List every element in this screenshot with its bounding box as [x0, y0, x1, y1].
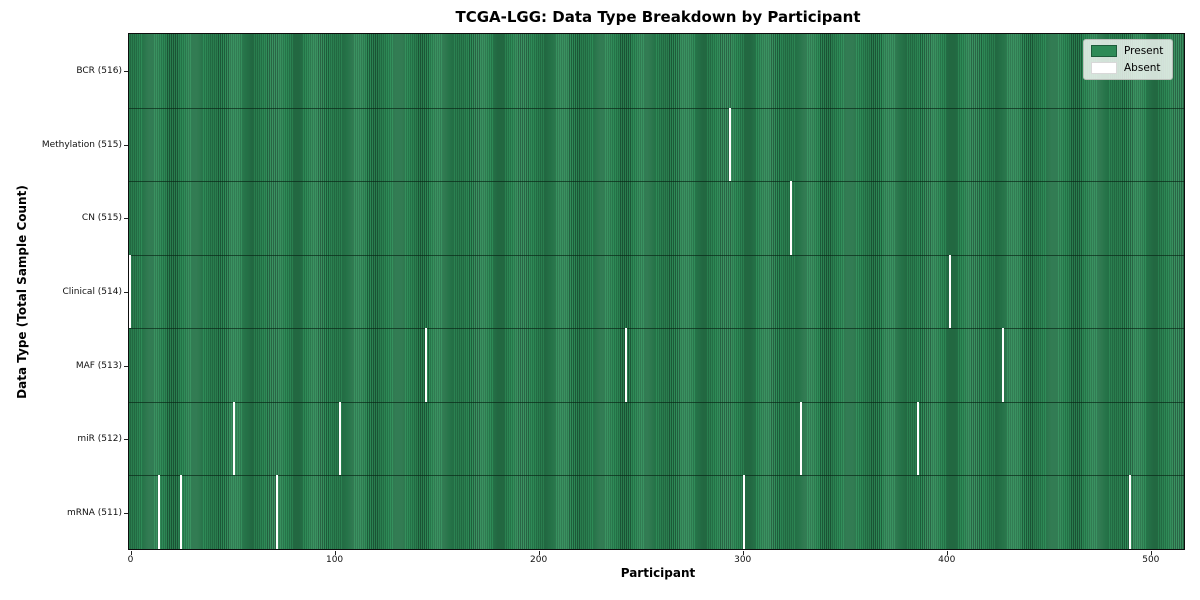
y-tick-label-miR: miR (512) [77, 434, 122, 445]
absent-marker-mRNA-25 [180, 475, 183, 550]
absent-marker-mRNA-14 [157, 475, 160, 550]
heatmap-row-MAF [129, 328, 1184, 402]
plot-area [128, 33, 1185, 550]
x-tick-label-500: 500 [1142, 555, 1160, 565]
absent-marker-mRNA-72 [275, 475, 278, 550]
x-tick-mark [1150, 551, 1152, 555]
legend-item-present: Present [1091, 45, 1163, 57]
absent-marker-MAF-145 [424, 328, 427, 402]
x-tick-mark [946, 551, 948, 555]
absent-marker-MAF-243 [624, 328, 627, 402]
absent-marker-MAF-428 [1002, 328, 1005, 402]
y-tick-mark [124, 512, 128, 514]
heatmap-row-Clinical [129, 254, 1184, 329]
absent-marker-mRNA-490 [1128, 475, 1131, 550]
absent-marker-Clinical-0 [129, 254, 132, 329]
y-tick-label-CN: CN (515) [81, 213, 122, 224]
x-tick-mark [334, 551, 336, 555]
legend-item-absent: Absent [1091, 62, 1163, 74]
x-tick-label-200: 200 [530, 555, 548, 565]
y-tick-label-mRNA: mRNA (511) [67, 507, 122, 518]
y-tick-mark [124, 292, 128, 293]
y-tick-mark [124, 365, 128, 367]
x-tick-mark [538, 551, 540, 555]
chart-title: TCGA-LGG: Data Type Breakdown by Partici… [455, 8, 861, 26]
absent-marker-Clinical-402 [949, 254, 952, 329]
legend-label-absent: Absent [1124, 62, 1161, 74]
absent-marker-CN-324 [790, 181, 793, 255]
y-tick-mark [124, 71, 128, 73]
y-tick-label-BCR: BCR (516) [76, 66, 122, 77]
heatmap-row-miR [129, 401, 1184, 476]
absent-marker-mRNA-301 [743, 475, 746, 550]
x-tick-label-100: 100 [325, 555, 344, 565]
heatmap-row-mRNA [129, 475, 1184, 550]
absent-marker-Methylation-294 [728, 107, 731, 182]
absent-marker-miR-386 [916, 401, 919, 476]
x-tick-label-300: 300 [734, 555, 752, 565]
y-axis-label-text: Data Type (Total Sample Count) [15, 185, 29, 399]
y-tick-mark [124, 144, 128, 146]
present-swatch [1091, 45, 1117, 57]
absent-marker-miR-103 [339, 401, 342, 476]
legend-label-present: Present [1124, 45, 1164, 57]
absent-marker-miR-329 [800, 401, 803, 476]
x-axis-label: Participant [620, 566, 696, 580]
heatmap-row-CN [129, 181, 1184, 255]
x-tick-mark [130, 551, 132, 555]
y-tick-label-Methylation: Methylation (515) [41, 139, 122, 150]
x-tick-label-400: 400 [938, 555, 956, 565]
heatmap-row-Methylation [129, 107, 1184, 182]
y-tick-mark [124, 218, 128, 220]
absent-swatch [1091, 62, 1117, 74]
heatmap-row-BCR [129, 34, 1184, 108]
x-tick-mark [742, 551, 744, 555]
y-tick-mark [124, 439, 128, 441]
legend: Present Absent [1083, 39, 1174, 80]
x-tick-label-0: 0 [127, 555, 134, 565]
y-tick-label-Clinical: Clinical (514) [62, 287, 122, 297]
y-tick-label-MAF: MAF (513) [75, 360, 122, 371]
absent-marker-miR-51 [233, 401, 236, 476]
